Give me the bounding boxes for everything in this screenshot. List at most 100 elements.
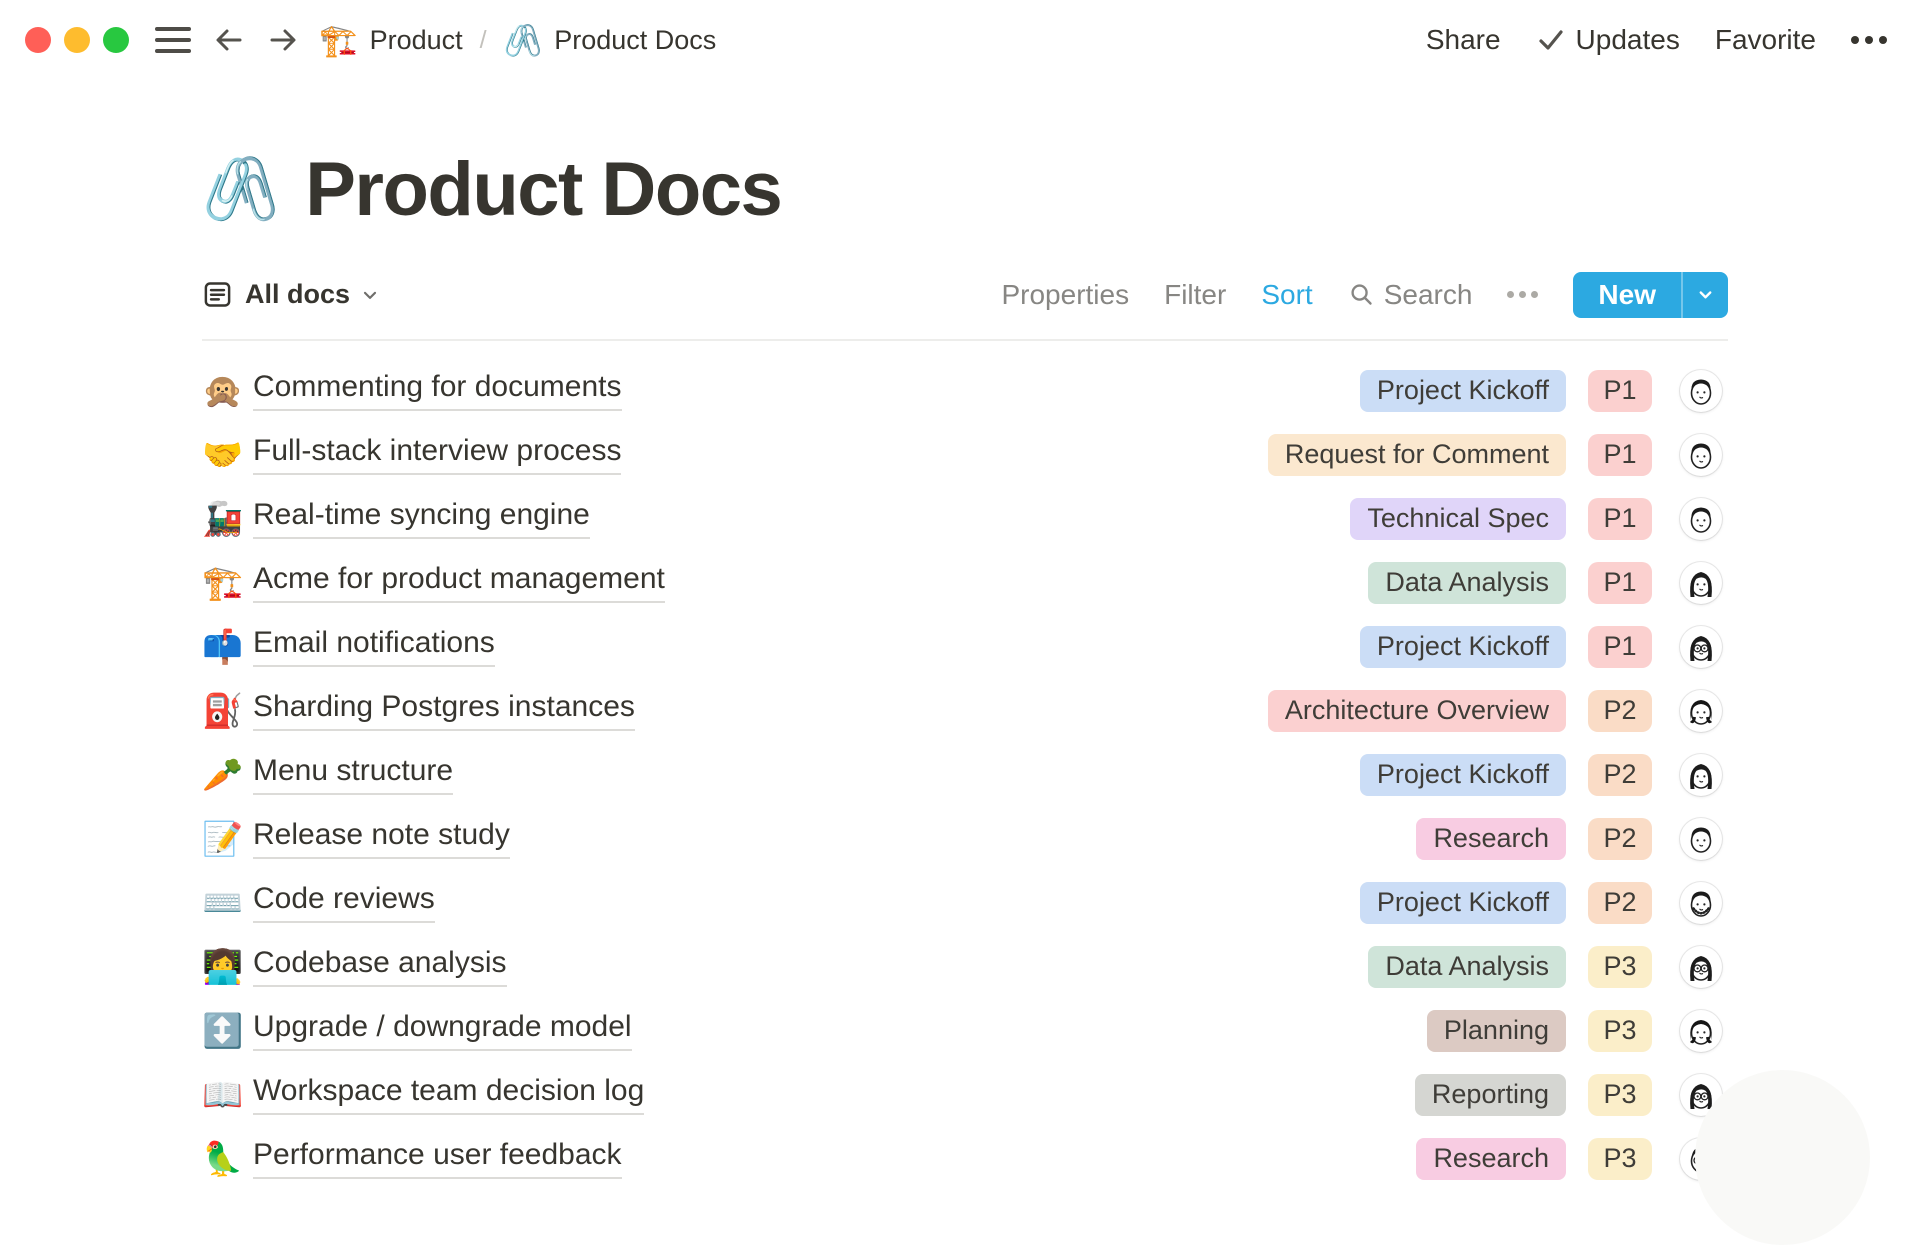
- doc-priority-badge[interactable]: P1: [1588, 561, 1652, 604]
- more-options-icon[interactable]: [1851, 36, 1887, 44]
- doc-tag-badge[interactable]: Planning: [1426, 1009, 1566, 1052]
- doc-title-link[interactable]: Commenting for documents: [253, 370, 622, 411]
- doc-emoji-icon: 🚂: [202, 500, 244, 538]
- minimize-window-button[interactable]: [64, 27, 90, 53]
- doc-title-link[interactable]: Email notifications: [253, 626, 495, 667]
- doc-row[interactable]: 🙊 Commenting for documents Project Kicko…: [0, 359, 1920, 423]
- doc-row[interactable]: 🚂 Real-time syncing engine Technical Spe…: [0, 487, 1920, 551]
- doc-tag-badge[interactable]: Data Analysis: [1368, 561, 1566, 604]
- doc-priority-badge[interactable]: P3: [1588, 1009, 1652, 1052]
- forward-button[interactable]: [267, 24, 299, 56]
- doc-tag-badge[interactable]: Research: [1416, 817, 1566, 860]
- doc-priority-badge[interactable]: P3: [1588, 1073, 1652, 1116]
- doc-row[interactable]: ↕️ Upgrade / downgrade model Planning P3: [0, 999, 1920, 1063]
- doc-title-link[interactable]: Menu structure: [253, 754, 454, 795]
- page-header: 🖇️ Product Docs: [202, 148, 1920, 232]
- doc-emoji-icon: 🙊: [202, 372, 244, 410]
- window-titlebar: 🏗️ Product / 🖇️ Product Docs Share Updat…: [0, 0, 1920, 80]
- doc-priority-badge[interactable]: P2: [1588, 753, 1652, 796]
- doc-tag-badge[interactable]: Reporting: [1414, 1073, 1566, 1116]
- doc-title-link[interactable]: Acme for product management: [253, 562, 665, 603]
- zoom-window-button[interactable]: [103, 27, 129, 53]
- crane-emoji-icon: 🏗️: [319, 22, 358, 58]
- doc-priority-badge[interactable]: P1: [1588, 433, 1652, 476]
- doc-priority-badge[interactable]: P1: [1588, 369, 1652, 412]
- new-button[interactable]: New: [1598, 278, 1656, 310]
- doc-list: 🙊 Commenting for documents Project Kicko…: [0, 359, 1920, 1191]
- properties-button[interactable]: Properties: [1001, 278, 1130, 310]
- doc-tag-badge[interactable]: Project Kickoff: [1359, 881, 1566, 924]
- doc-row[interactable]: 🏗️ Acme for product management Data Anal…: [0, 551, 1920, 615]
- sidebar-toggle-icon[interactable]: [155, 27, 191, 53]
- doc-title-link[interactable]: Release note study: [253, 818, 510, 859]
- doc-title-link[interactable]: Codebase analysis: [253, 946, 507, 987]
- doc-emoji-icon: 🤝: [202, 436, 244, 474]
- doc-row[interactable]: 🦜 Performance user feedback Research P3: [0, 1127, 1920, 1191]
- sort-button[interactable]: Sort: [1261, 278, 1313, 310]
- doc-row[interactable]: 🥕 Menu structure Project Kickoff P2: [0, 743, 1920, 807]
- doc-priority-badge[interactable]: P2: [1588, 817, 1652, 860]
- doc-tag-badge[interactable]: Project Kickoff: [1359, 753, 1566, 796]
- breadcrumb-item-product-docs[interactable]: 🖇️ Product Docs: [504, 25, 717, 56]
- doc-row[interactable]: ⌨️ Code reviews Project Kickoff P2: [0, 871, 1920, 935]
- doc-priority-badge[interactable]: P3: [1588, 1137, 1652, 1180]
- traffic-lights: [25, 27, 129, 53]
- back-button[interactable]: [213, 24, 245, 56]
- share-button[interactable]: Share: [1426, 24, 1501, 56]
- doc-priority-badge[interactable]: P1: [1588, 625, 1652, 668]
- breadcrumb-item-product[interactable]: 🏗️ Product: [319, 25, 463, 56]
- assignee-avatar[interactable]: [1680, 433, 1722, 476]
- assignee-avatar[interactable]: [1680, 369, 1722, 412]
- doc-row[interactable]: ⛽ Sharding Postgres instances Architectu…: [0, 679, 1920, 743]
- search-button[interactable]: Search: [1348, 278, 1473, 311]
- doc-tag-badge[interactable]: Research: [1416, 1137, 1566, 1180]
- updates-button[interactable]: Updates: [1536, 24, 1680, 56]
- search-icon: [1351, 284, 1372, 305]
- view-switcher-all-docs[interactable]: All docs: [202, 279, 380, 310]
- doc-tag-badge[interactable]: Technical Spec: [1350, 497, 1566, 540]
- doc-priority-badge[interactable]: P2: [1588, 881, 1652, 924]
- doc-title-link[interactable]: Upgrade / downgrade model: [253, 1010, 632, 1051]
- doc-title-link[interactable]: Sharding Postgres instances: [253, 690, 635, 731]
- doc-tag-badge[interactable]: Project Kickoff: [1359, 369, 1566, 412]
- doc-row[interactable]: 🤝 Full-stack interview process Request f…: [0, 423, 1920, 487]
- assignee-avatar[interactable]: [1680, 561, 1722, 604]
- page-paperclips-emoji-icon[interactable]: 🖇️: [202, 154, 280, 224]
- updates-label: Updates: [1575, 24, 1680, 55]
- doc-title-link[interactable]: Workspace team decision log: [253, 1074, 645, 1115]
- doc-tag-badge[interactable]: Architecture Overview: [1267, 689, 1566, 732]
- doc-row[interactable]: 📝 Release note study Research P2: [0, 807, 1920, 871]
- new-dropdown-button[interactable]: [1681, 271, 1728, 318]
- assignee-avatar[interactable]: [1680, 689, 1722, 732]
- favorite-button[interactable]: Favorite: [1715, 24, 1816, 56]
- doc-tag-badge[interactable]: Request for Comment: [1267, 433, 1566, 476]
- checkmark-icon: [1538, 30, 1563, 50]
- doc-priority-badge[interactable]: P1: [1588, 497, 1652, 540]
- view-options-icon[interactable]: [1507, 291, 1539, 299]
- assignee-avatar[interactable]: [1680, 1009, 1722, 1052]
- doc-title-link[interactable]: Full-stack interview process: [253, 434, 622, 475]
- close-window-button[interactable]: [25, 27, 51, 53]
- assignee-avatar[interactable]: [1680, 753, 1722, 796]
- doc-title-link[interactable]: Code reviews: [253, 882, 435, 923]
- doc-tag-badge[interactable]: Project Kickoff: [1359, 625, 1566, 668]
- doc-title-link[interactable]: Performance user feedback: [253, 1138, 622, 1179]
- doc-emoji-icon: ↕️: [202, 1012, 244, 1050]
- doc-row[interactable]: 👩‍💻 Codebase analysis Data Analysis P3: [0, 935, 1920, 999]
- search-label: Search: [1383, 278, 1473, 310]
- assignee-avatar[interactable]: [1680, 497, 1722, 540]
- doc-emoji-icon: 📝: [202, 820, 244, 858]
- assignee-avatar[interactable]: [1680, 817, 1722, 860]
- doc-priority-badge[interactable]: P3: [1588, 945, 1652, 988]
- doc-row[interactable]: 📖 Workspace team decision log Reporting …: [0, 1063, 1920, 1127]
- view-name: All docs: [245, 279, 351, 310]
- doc-row[interactable]: 📫 Email notifications Project Kickoff P1: [0, 615, 1920, 679]
- assignee-avatar[interactable]: [1680, 881, 1722, 924]
- assignee-avatar[interactable]: [1680, 625, 1722, 668]
- doc-tag-badge[interactable]: Data Analysis: [1368, 945, 1566, 988]
- filter-button[interactable]: Filter: [1164, 278, 1227, 310]
- breadcrumb-separator: /: [479, 25, 487, 54]
- doc-title-link[interactable]: Real-time syncing engine: [253, 498, 590, 539]
- doc-priority-badge[interactable]: P2: [1588, 689, 1652, 732]
- assignee-avatar[interactable]: [1680, 945, 1722, 988]
